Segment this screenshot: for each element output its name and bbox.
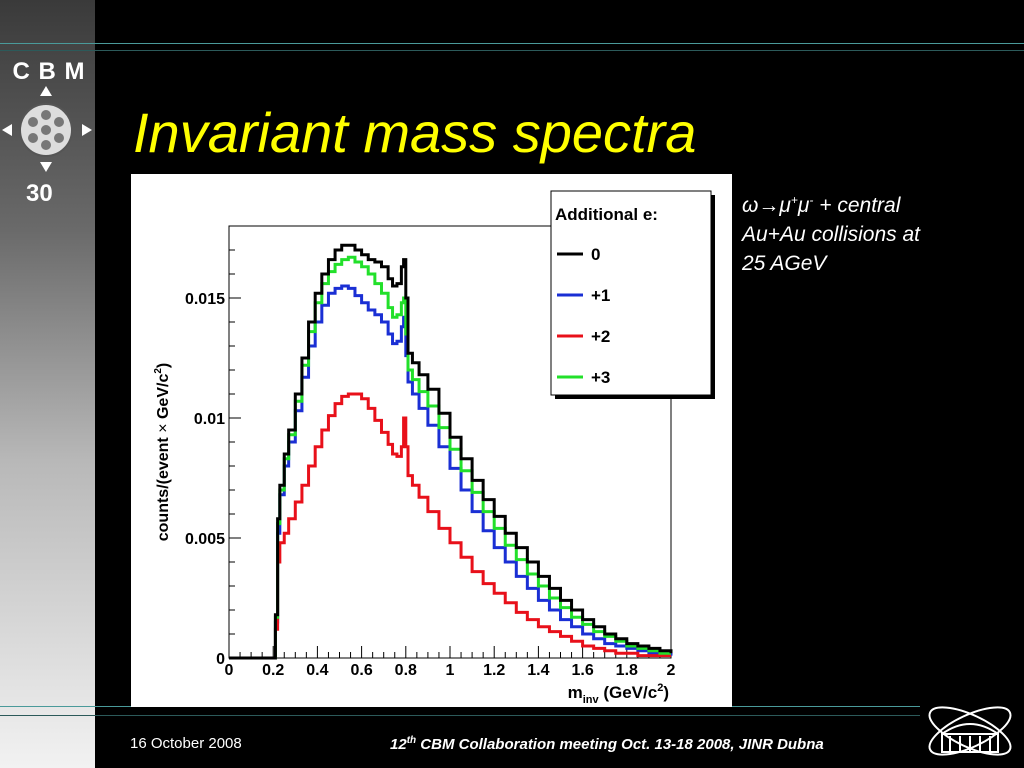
series-line-plus2	[229, 392, 671, 660]
y-tick-label: 0.015	[185, 291, 225, 308]
x-tick-label: 2	[667, 662, 676, 679]
invariant-mass-chart: 0 0.005 0.01 0.015 0 0.2 0.4 0.6 0.8 1 1.2 1.4 1.6 1…	[153, 190, 715, 706]
jinr-logo-icon	[928, 706, 1012, 756]
legend-items: 0 +1 +2 +3	[557, 245, 610, 387]
x-axis-ticks: 0 0.2 0.4 0.6 0.8 1 1.2 1.4 1.6 1.8 2	[225, 646, 676, 679]
series-line-0	[229, 243, 673, 660]
x-tick-label: 1.4	[527, 662, 549, 679]
legend-title: Additional e:	[555, 205, 658, 224]
y-axis-label: counts/(event × GeV/c2)	[153, 363, 172, 542]
legend-box	[550, 190, 712, 396]
cbm-detector-icon	[2, 86, 92, 172]
top-rule-thin	[0, 50, 1024, 51]
x-tick-label: 1.8	[616, 662, 638, 679]
x-tick-label: 0.8	[395, 662, 417, 679]
cbm-logo-text: C B M	[12, 58, 86, 85]
page-title: Invariant mass spectra	[133, 101, 697, 164]
y-tick-label: 0.005	[185, 531, 225, 548]
legend-label: 0	[591, 245, 600, 264]
y-tick-label: 0.01	[194, 411, 225, 428]
x-tick-label: 0.6	[350, 662, 372, 679]
legend-label: +2	[591, 327, 610, 346]
legend-label: +3	[591, 368, 610, 387]
x-tick-label: 1	[446, 662, 455, 679]
x-tick-label: 0	[225, 662, 234, 679]
legend-label: +1	[591, 286, 610, 305]
footer-meeting: 12th CBM Collaboration meeting Oct. 13-1…	[390, 735, 824, 753]
x-axis-label: minv (GeV/c2)	[568, 682, 669, 706]
x-tick-label: 0.4	[306, 662, 328, 679]
y-tick-label: 0	[216, 651, 225, 668]
series-lines	[229, 243, 673, 660]
plot-panel: 0 0.005 0.01 0.015 0 0.2 0.4 0.6 0.8 1 1.2 1.4 1.6 1…	[131, 174, 732, 707]
legend: Additional e: 0 +1 +2 +3	[550, 190, 715, 399]
x-tick-label: 0.2	[262, 662, 284, 679]
x-tick-label: 1.2	[483, 662, 505, 679]
annotation-text: ω→μ+μ- + central Au+Au collisions at 25 …	[742, 193, 921, 275]
footer-date: 16 October 2008	[130, 735, 242, 752]
cbm-logo-number: 30	[26, 180, 53, 207]
top-rule	[0, 43, 1024, 44]
bottom-rule-thin	[0, 715, 920, 716]
y-axis-ticks: 0 0.005 0.01 0.015	[185, 249, 241, 668]
x-tick-label: 1.6	[571, 662, 593, 679]
